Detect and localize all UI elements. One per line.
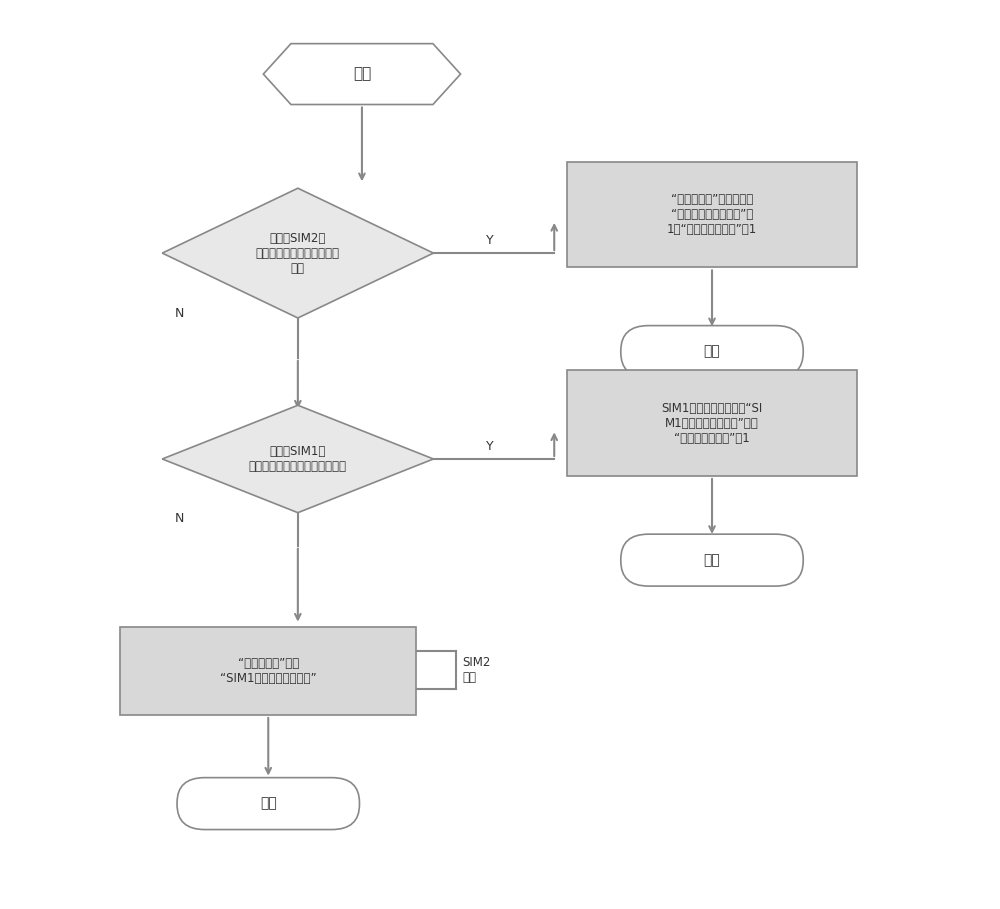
Text: 是否为SIM2检
测锁网状态且为开机后首次
判定: 是否为SIM2检 测锁网状态且为开机后首次 判定: [256, 232, 340, 275]
Text: 结束: 结束: [704, 345, 720, 358]
Polygon shape: [162, 405, 433, 513]
FancyBboxPatch shape: [621, 325, 803, 377]
Text: SIM1的锁网状态保存在“SI
M1的锁网状态标志位”中，
“锁网判定次数值”加1: SIM1的锁网状态保存在“SI M1的锁网状态标志位”中， “锁网判定次数值”加…: [661, 402, 763, 445]
Text: Y: Y: [486, 234, 494, 247]
Text: 结束: 结束: [704, 553, 720, 567]
Text: 结束: 结束: [260, 796, 277, 811]
Text: Y: Y: [486, 440, 494, 453]
Text: “锁网状态值”为非真，且
“锁网判定剩余次数值”为
1，“锁网判定次数值”加1: “锁网状态值”为非真，且 “锁网判定剩余次数值”为 1，“锁网判定次数值”加1: [667, 193, 757, 236]
FancyBboxPatch shape: [177, 777, 359, 830]
Text: “锁网状态值”等于
“SIM1的锁网状态标志位”: “锁网状态值”等于 “SIM1的锁网状态标志位”: [220, 657, 317, 685]
Polygon shape: [263, 44, 461, 105]
Bar: [567, 162, 857, 267]
Text: N: N: [175, 513, 184, 525]
Polygon shape: [162, 188, 433, 318]
FancyBboxPatch shape: [621, 534, 803, 586]
Bar: [567, 370, 857, 476]
Text: N: N: [175, 306, 184, 320]
Text: 是否为SIM1检
测锁网状态且为开机后首次判定: 是否为SIM1检 测锁网状态且为开机后首次判定: [249, 445, 347, 473]
Bar: [120, 627, 416, 715]
Text: SIM2
判定: SIM2 判定: [463, 656, 491, 684]
Text: 开始: 开始: [353, 66, 371, 82]
